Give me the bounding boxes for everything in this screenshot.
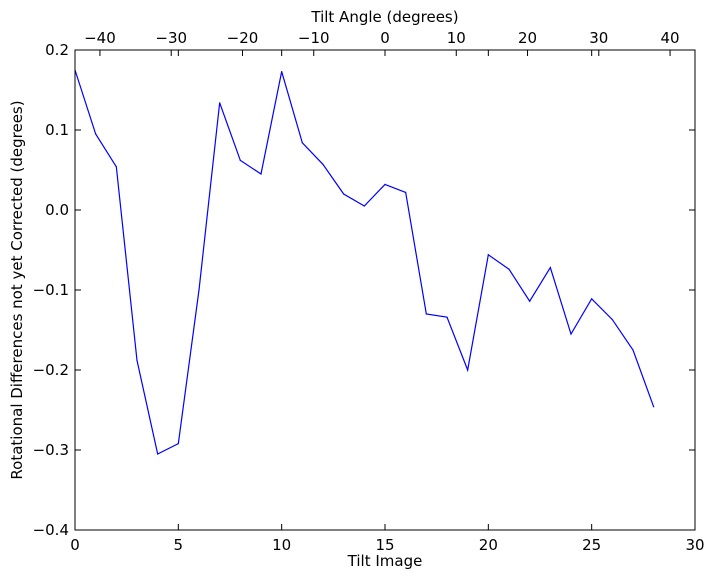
data-point: [260, 173, 262, 175]
data-point: [446, 316, 448, 318]
x-tick-label: 5: [174, 536, 184, 554]
tick-labels: 0 5 10 15 20 25 30 −40 −30 −20 −10 0 10 20 30 40 −0.4 −0.…: [33, 29, 705, 554]
data-point: [529, 300, 531, 302]
top-x-tick-label: −10: [298, 29, 330, 47]
plot-area: [75, 50, 695, 530]
data-point: [177, 443, 179, 445]
y-axis-title: Rotational Differences not yet Corrected…: [8, 100, 26, 479]
top-x-tick-label: 40: [661, 29, 680, 47]
y-tick-label: −0.4: [33, 521, 69, 539]
data-point: [467, 369, 469, 371]
data-point: [239, 159, 241, 161]
y-tick-label: 0.1: [45, 121, 69, 139]
top-x-tick-label: 10: [447, 29, 466, 47]
data-point: [632, 349, 634, 351]
data-point: [591, 298, 593, 300]
data-point: [157, 453, 159, 455]
data-point: [322, 163, 324, 165]
data-point: [653, 406, 655, 408]
data-point: [136, 359, 138, 361]
data-point: [281, 71, 283, 73]
x-axis-title: Tilt Image: [347, 552, 423, 570]
data-point: [405, 191, 407, 193]
y-tick-label: 0.0: [45, 201, 69, 219]
y-tick-label: −0.2: [33, 361, 69, 379]
x-tick-label: 25: [582, 536, 601, 554]
data-point: [487, 254, 489, 256]
x-tick-label: 30: [685, 536, 704, 554]
data-point: [219, 102, 221, 104]
top-x-tick-label: −30: [155, 29, 187, 47]
top-x-tick-label: 0: [380, 29, 390, 47]
plot-frame: [74, 49, 696, 531]
top-x-axis-title: Tilt Angle (degrees): [310, 8, 458, 26]
data-point: [611, 319, 613, 321]
data-point: [301, 142, 303, 144]
data-point: [425, 313, 427, 315]
data-point: [363, 205, 365, 207]
data-point: [198, 289, 200, 291]
x-tick-label: 15: [375, 536, 394, 554]
y-tick-label: −0.1: [33, 281, 69, 299]
top-x-tick-label: 20: [518, 29, 537, 47]
top-x-tick-label: −40: [84, 29, 116, 47]
x-tick-label: 0: [70, 536, 80, 554]
top-x-tick-label: −20: [227, 29, 259, 47]
data-point: [343, 193, 345, 195]
x-tick-label: 20: [479, 536, 498, 554]
data-point: [570, 333, 572, 335]
data-point: [115, 166, 117, 168]
data-point: [384, 183, 386, 185]
y-tick-label: 0.2: [45, 41, 69, 59]
data-point: [95, 133, 97, 135]
top-x-tick-label: 30: [589, 29, 608, 47]
y-tick-label: −0.3: [33, 441, 69, 459]
x-tick-label: 10: [272, 536, 291, 554]
data-point: [508, 268, 510, 270]
data-point: [549, 267, 551, 269]
